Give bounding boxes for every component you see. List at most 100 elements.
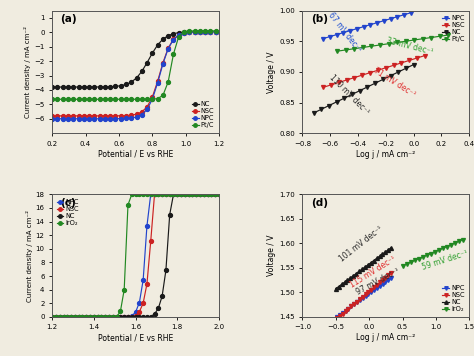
NPC — [176, 33, 182, 37]
NC — [60, 85, 65, 89]
IrO₂ — [412, 258, 418, 263]
NPC — [167, 192, 173, 197]
Legend: NC, NSC, NPC, Pt/C: NC, NSC, NPC, Pt/C — [191, 100, 216, 130]
NPC — [327, 35, 333, 39]
IrO₂ — [76, 315, 82, 319]
IrO₂ — [95, 315, 100, 319]
IrO₂ — [190, 192, 195, 197]
NSC — [106, 315, 112, 319]
NSC — [371, 285, 377, 289]
IrO₂ — [408, 260, 413, 264]
NC — [97, 85, 102, 89]
NPC — [388, 276, 394, 280]
NPC — [341, 31, 346, 35]
NSC — [155, 192, 161, 197]
NC — [341, 96, 347, 100]
NPC — [351, 302, 357, 307]
NSC — [388, 271, 394, 275]
NSC — [163, 192, 169, 197]
NC — [76, 315, 82, 319]
NSC — [102, 114, 108, 118]
Line: NC: NC — [334, 246, 393, 290]
NPC — [171, 192, 176, 197]
NPC — [347, 28, 353, 33]
Pt/C — [155, 96, 161, 101]
NC — [202, 30, 208, 34]
NSC — [68, 315, 74, 319]
Pt/C — [65, 97, 71, 101]
NC — [171, 32, 176, 36]
Legend: NPC, NSC, NC, IrO₂: NPC, NSC, NC, IrO₂ — [441, 284, 466, 314]
Text: 33 mV dec⁻¹: 33 mV dec⁻¹ — [386, 36, 434, 56]
NSC — [181, 31, 187, 35]
NC — [368, 261, 374, 265]
Pt/C — [202, 29, 208, 33]
NSC — [346, 307, 351, 311]
NPC — [61, 315, 66, 319]
NSC — [149, 95, 155, 99]
NC — [123, 82, 129, 87]
NC — [178, 192, 184, 197]
NSC — [363, 292, 368, 297]
NPC — [181, 31, 187, 35]
Line: NPC: NPC — [50, 193, 221, 319]
NC — [99, 315, 104, 319]
Line: NC: NC — [311, 63, 416, 115]
Line: NSC: NSC — [321, 54, 427, 89]
NPC — [201, 192, 207, 197]
Y-axis label: Current density / mA cm⁻²: Current density / mA cm⁻² — [24, 26, 31, 118]
NC — [148, 314, 154, 319]
NC — [197, 30, 203, 34]
NPC — [381, 19, 387, 23]
NPC — [346, 307, 351, 311]
NPC — [152, 192, 157, 197]
Pt/C — [81, 97, 87, 101]
IrO₂ — [137, 192, 142, 197]
NPC — [205, 192, 210, 197]
Pt/C — [343, 48, 348, 52]
NSC — [83, 315, 89, 319]
NPC — [64, 315, 70, 319]
NC — [129, 315, 135, 319]
NPC — [125, 315, 131, 319]
NSC — [99, 315, 104, 319]
NPC — [186, 192, 191, 197]
NSC — [95, 315, 100, 319]
NPC — [144, 107, 150, 111]
NPC — [160, 62, 166, 66]
IrO₂ — [460, 237, 465, 242]
Pt/C — [334, 49, 340, 53]
NSC — [107, 114, 113, 118]
NPC — [377, 284, 383, 288]
NC — [208, 30, 213, 34]
NSC — [57, 315, 63, 319]
IrO₂ — [155, 192, 161, 197]
NPC — [193, 192, 199, 197]
NC — [326, 104, 332, 108]
NSC — [391, 63, 396, 68]
NC — [201, 192, 207, 197]
NC — [186, 192, 191, 197]
NC — [102, 85, 108, 89]
NSC — [197, 192, 203, 197]
NSC — [336, 80, 342, 85]
NSC — [65, 114, 71, 118]
NC — [95, 315, 100, 319]
Pt/C — [437, 34, 443, 38]
NSC — [357, 297, 363, 301]
NC — [125, 315, 131, 319]
Y-axis label: Voltage / V: Voltage / V — [267, 235, 276, 276]
Text: 71 mV dec⁻¹: 71 mV dec⁻¹ — [372, 67, 417, 99]
Line: NSC: NSC — [335, 271, 393, 320]
NSC — [121, 315, 127, 319]
Line: NPC: NPC — [50, 30, 218, 121]
NSC — [209, 192, 214, 197]
NC — [336, 284, 342, 289]
IrO₂ — [61, 315, 66, 319]
NSC — [337, 314, 343, 318]
Pt/C — [97, 97, 102, 101]
NC — [149, 51, 155, 55]
Pt/C — [351, 47, 357, 51]
NC — [350, 273, 356, 278]
NC — [72, 315, 78, 319]
